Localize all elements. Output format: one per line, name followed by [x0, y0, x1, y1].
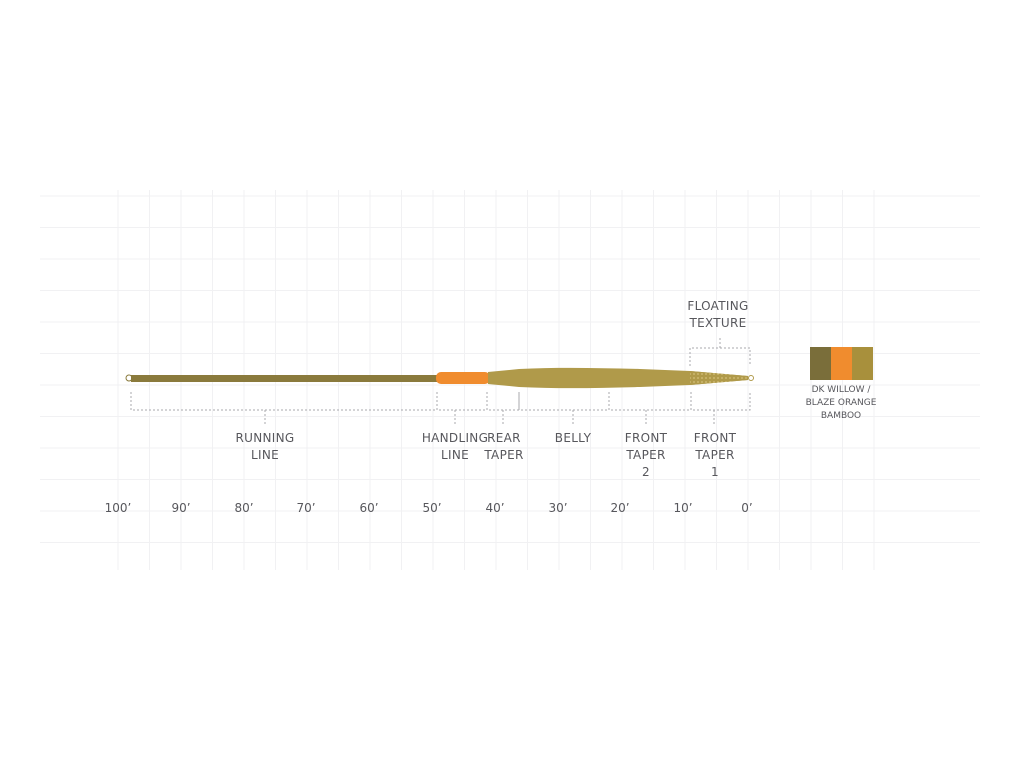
bracket-front-taper-1 [690, 392, 751, 426]
section-brackets [130, 392, 751, 426]
fly-line [125, 367, 754, 389]
label-handling-line-1: HANDLING [422, 431, 488, 445]
tick-20: 20’ [610, 501, 629, 515]
label-front-taper-1-1: FRONT [694, 431, 737, 445]
tick-80: 80’ [234, 501, 253, 515]
swatch-dk-willow [810, 347, 831, 380]
bracket-front-taper-2 [608, 392, 692, 426]
colorway-label-1: DK WILLOW / [812, 385, 872, 395]
floating-texture-bracket [689, 336, 751, 366]
label-front-taper-2-2: TAPER [625, 448, 665, 462]
label-front-taper-2-1: FRONT [625, 431, 668, 445]
tick-50: 50’ [422, 501, 441, 515]
tick-0: 0’ [741, 501, 752, 515]
floating-texture-label-1: FLOATING [687, 299, 748, 313]
section-labels: RUNNING LINE HANDLING LINE REAR TAPER BE… [236, 431, 737, 479]
bracket-rear-taper [486, 392, 520, 426]
swatch-bamboo [852, 347, 873, 380]
label-front-taper-2-3: 2 [642, 465, 650, 479]
floating-texture-tip [690, 371, 748, 385]
distance-axis: 100’ 90’ 80’ 70’ 60’ 50’ 40’ 30’ 20’ 10’… [105, 501, 753, 515]
colorway-swatch: DK WILLOW / BLAZE ORANGE BAMBOO [806, 347, 877, 421]
swatch-blaze-orange [831, 347, 852, 380]
bracket-belly [518, 392, 610, 426]
tick-40: 40’ [485, 501, 504, 515]
floating-texture-label-2: TEXTURE [688, 316, 746, 330]
label-running-line-2: LINE [251, 448, 279, 462]
tick-30: 30’ [548, 501, 567, 515]
label-running-line-1: RUNNING [236, 431, 295, 445]
tick-100: 100’ [105, 501, 132, 515]
label-rear-taper-1: REAR [487, 431, 521, 445]
label-belly: BELLY [555, 431, 592, 445]
handling-line-segment [436, 372, 490, 384]
label-front-taper-1-2: TAPER [694, 448, 734, 462]
bracket-handling-line [436, 392, 488, 426]
tick-60: 60’ [359, 501, 378, 515]
head-segment [488, 367, 748, 389]
tick-70: 70’ [296, 501, 315, 515]
bracket-running-line [130, 392, 438, 426]
label-handling-line-2: LINE [441, 448, 469, 462]
label-front-taper-1-3: 1 [711, 465, 719, 479]
tick-90: 90’ [171, 501, 190, 515]
front-loop [748, 375, 754, 381]
running-line-segment [131, 375, 438, 382]
label-rear-taper-2: TAPER [483, 448, 523, 462]
colorway-label-3: BAMBOO [821, 411, 861, 421]
tick-10: 10’ [673, 501, 692, 515]
colorway-label-2: BLAZE ORANGE [806, 398, 877, 408]
